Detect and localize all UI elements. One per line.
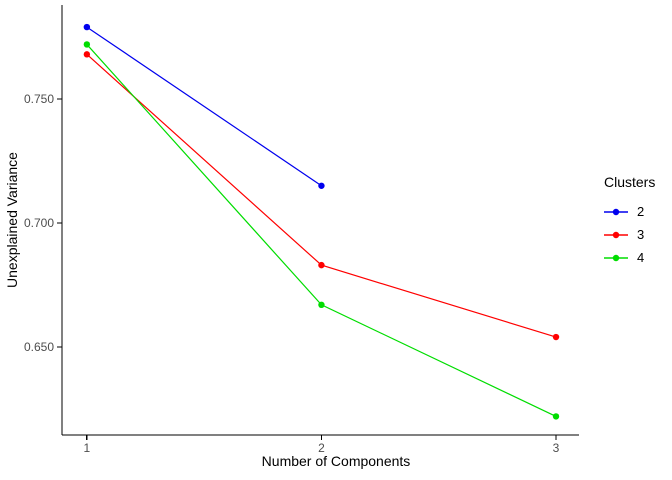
data-point-cluster-2 bbox=[83, 23, 91, 31]
series-line-cluster-4 bbox=[86, 44, 557, 417]
legend-label: 2 bbox=[637, 204, 645, 219]
series-line-cluster-3 bbox=[86, 53, 557, 338]
y-tick-label: 0.700 bbox=[24, 216, 54, 230]
series-line-cluster-2 bbox=[86, 26, 322, 187]
x-tick-label: 2 bbox=[318, 441, 325, 455]
data-point-cluster-3 bbox=[318, 261, 325, 269]
x-tick-label: 1 bbox=[84, 441, 91, 455]
x-tick-label: 3 bbox=[553, 441, 560, 455]
data-point-cluster-4 bbox=[83, 41, 91, 48]
y-axis-title: Unexplained Variance bbox=[4, 152, 20, 288]
legend-label: 3 bbox=[637, 227, 645, 242]
y-tick-label: 0.650 bbox=[24, 340, 54, 354]
legend-item-cluster-4: 4 bbox=[604, 246, 655, 269]
y-tick-label: 0.750 bbox=[24, 92, 54, 106]
data-point-cluster-3 bbox=[552, 333, 560, 341]
data-point-cluster-4 bbox=[552, 413, 560, 420]
legend-items: 2 3 4 bbox=[604, 200, 655, 269]
data-point-cluster-3 bbox=[83, 51, 91, 58]
legend-key-icon bbox=[604, 231, 628, 238]
data-point-cluster-2 bbox=[318, 182, 325, 189]
legend-label: 4 bbox=[637, 250, 645, 265]
legend-key-icon bbox=[604, 254, 628, 261]
x-axis-title: Number of Components bbox=[262, 453, 411, 469]
data-point-cluster-4 bbox=[318, 301, 325, 309]
legend-title: Clusters bbox=[604, 174, 656, 190]
legend-key-icon bbox=[604, 208, 628, 215]
legend-item-cluster-2: 2 bbox=[604, 200, 655, 223]
legend: Clusters 2 3 4 bbox=[604, 174, 655, 269]
legend-item-cluster-3: 3 bbox=[604, 223, 655, 246]
